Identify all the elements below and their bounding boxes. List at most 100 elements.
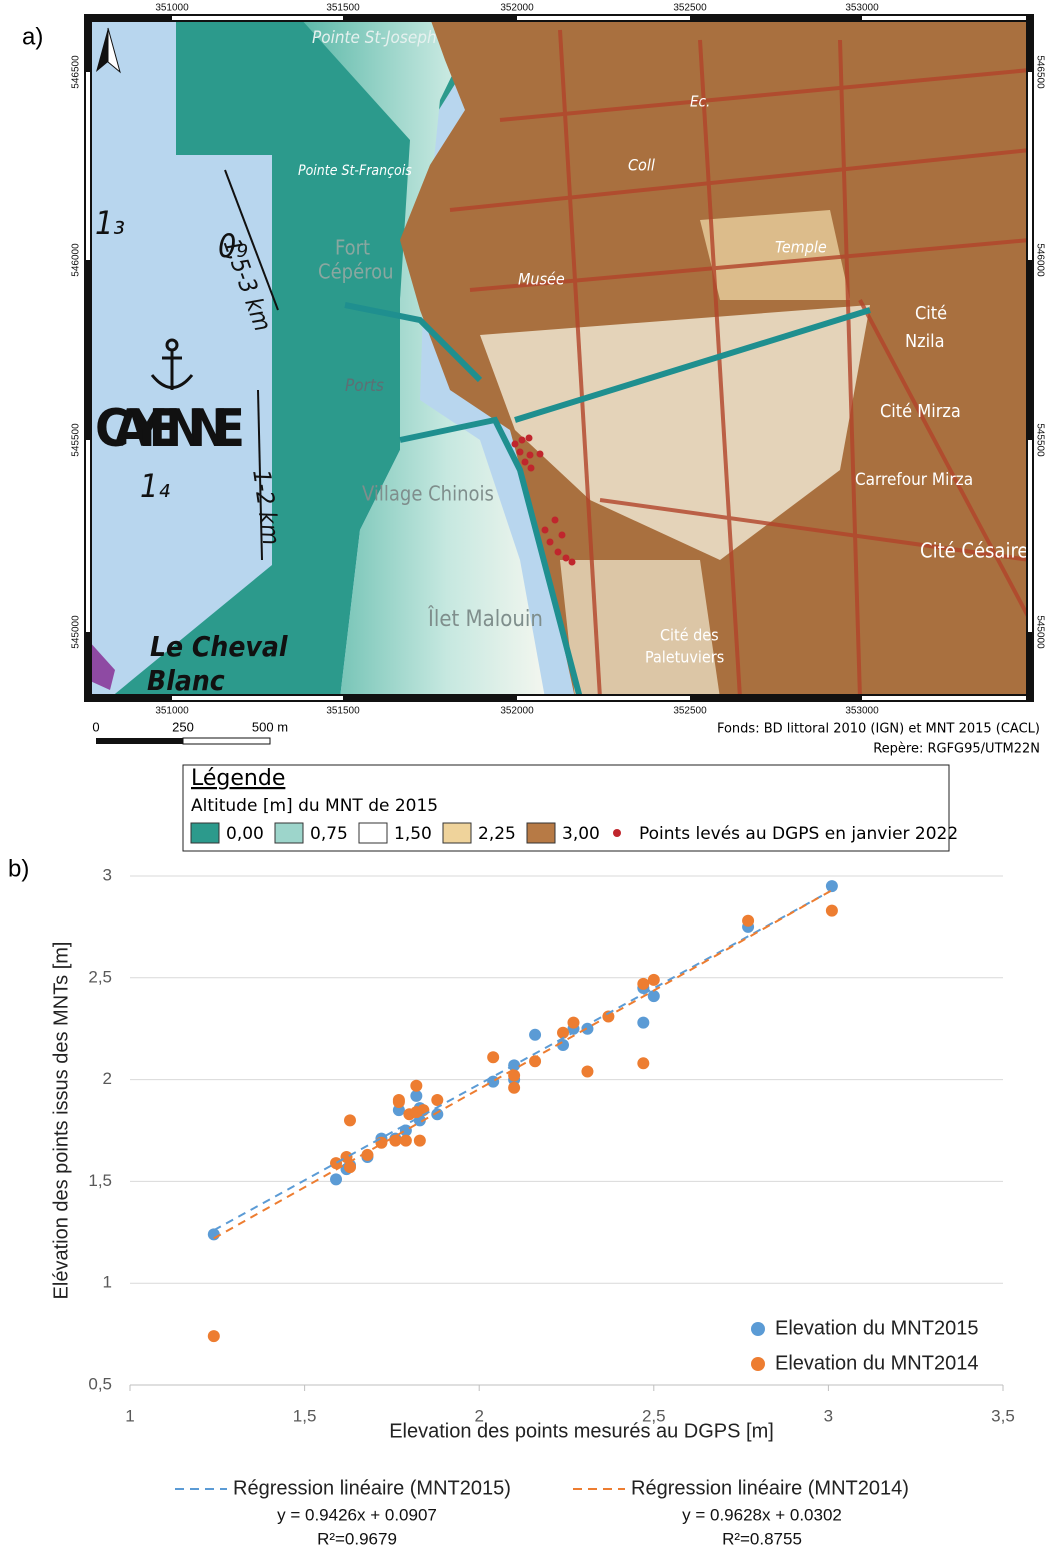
legend-label: 3,00	[562, 824, 600, 844]
x-tick-label: 3,5	[991, 1406, 1015, 1425]
map-label: Cité Césaire	[920, 539, 1028, 563]
point	[393, 1096, 405, 1108]
map-label: Carrefour Mirza	[855, 470, 973, 490]
map-y-tick: 545000	[71, 615, 82, 649]
panel-label: a)	[22, 23, 43, 50]
map-label: Le Cheval	[150, 630, 288, 663]
map-label: Pointe St-François	[298, 163, 412, 179]
map-label: 0₉	[218, 227, 248, 265]
legend-point	[613, 829, 621, 837]
scale-label: 250	[172, 719, 194, 734]
map-x-tick: 352500	[673, 3, 707, 14]
legend-title: Légende	[191, 766, 285, 791]
point	[330, 1173, 342, 1185]
x-tick-label: 3	[824, 1406, 833, 1425]
legend-swatch	[275, 823, 303, 843]
map-label: Fort	[335, 236, 370, 260]
legend-label: 2,25	[478, 824, 516, 844]
scatter-chart: 0,511,522,5311,522,533,5Elevation des po…	[50, 865, 1015, 1548]
point	[648, 990, 660, 1002]
regression-equation: y = 0.9628x + 0.0302	[682, 1505, 842, 1524]
map-x-tick: 353000	[845, 3, 879, 14]
legend-label: Points levés au DGPS en janvier 2022	[639, 824, 958, 844]
scale-bar	[96, 738, 270, 744]
point	[208, 1330, 220, 1342]
map-y-tick: 546500	[1034, 55, 1045, 89]
map-label: Temple	[775, 238, 827, 257]
scale-label: 0	[92, 719, 99, 734]
map-x-tick: 352000	[500, 3, 534, 14]
map-x-tick: 352000	[500, 706, 534, 717]
legend-label: Régression linéaire (MNT2015)	[233, 1477, 511, 1499]
map-x-tick: 351500	[326, 3, 360, 14]
legend-label: Régression linéaire (MNT2014)	[631, 1477, 909, 1499]
point	[389, 1135, 401, 1147]
map-label: Village Chinois	[362, 482, 494, 506]
legend-label: Elevation du MNT2015	[775, 1317, 978, 1339]
map-label: Cépérou	[318, 260, 394, 284]
page: a) b)	[0, 0, 1049, 1561]
y-tick-label: 0,5	[88, 1374, 112, 1393]
y-tick-label: 1,5	[88, 1171, 112, 1190]
map-label: Blanc	[147, 664, 225, 697]
map-label: Coll	[628, 156, 655, 175]
legend-label: Elevation du MNT2014	[775, 1352, 978, 1374]
point	[637, 1057, 649, 1069]
point	[567, 1017, 579, 1029]
point	[410, 1080, 422, 1092]
map-label: Musée	[518, 270, 565, 289]
point	[529, 1029, 541, 1041]
legend-swatch	[359, 823, 387, 843]
map-credit: Fonds: BD littoral 2010 (IGN) et MNT 201…	[717, 722, 1040, 737]
point	[637, 1017, 649, 1029]
regression-r2: R²=0.9679	[317, 1529, 397, 1548]
regression-line	[214, 890, 832, 1230]
map-y-tick: 546000	[71, 243, 82, 277]
point	[344, 1114, 356, 1126]
legend-label: 0,00	[226, 824, 264, 844]
x-tick-label: 1,5	[293, 1406, 317, 1425]
map-label: Paletuviers	[645, 648, 724, 667]
y-axis-title: Elévation des points issus des MNTs [m]	[50, 942, 72, 1300]
map-label: Ec.	[690, 93, 710, 111]
y-tick-label: 2,5	[88, 967, 112, 986]
map-label: Cité des	[660, 626, 719, 645]
regression-equation: y = 0.9426x + 0.0907	[277, 1505, 437, 1524]
point	[826, 905, 838, 917]
regression-r2: R²=0.8755	[722, 1529, 802, 1548]
map-credit: Repère: RGFG95/UTM22N	[873, 742, 1040, 757]
point	[508, 1082, 520, 1094]
map-y-tick: 545000	[1034, 615, 1045, 649]
map-label: Îlet Malouin	[427, 606, 543, 632]
map-label: 1₄	[140, 467, 170, 505]
legend-label: 0,75	[310, 824, 348, 844]
map-legend: Légende Altitude [m] du MNT de 2015 0,00…	[183, 765, 958, 851]
point	[637, 978, 649, 990]
y-tick-label: 3	[103, 865, 112, 884]
point	[400, 1135, 412, 1147]
legend-swatch	[527, 823, 555, 843]
figure: a) b)	[0, 0, 1049, 1561]
panel-label: b)	[8, 855, 29, 882]
x-axis-title: Elevation des points mesurés au DGPS [m]	[389, 1420, 774, 1442]
y-tick-label: 1	[103, 1273, 112, 1292]
map-x-tick: 351500	[326, 706, 360, 717]
legend-marker	[751, 1322, 765, 1336]
point	[414, 1135, 426, 1147]
map-y-tick: 545500	[71, 423, 82, 457]
point	[648, 974, 660, 986]
point	[742, 915, 754, 927]
map-label: CAYENNE	[95, 399, 245, 459]
map-x-tick: 351000	[155, 3, 189, 14]
scale-label: 500 m	[252, 719, 288, 734]
point	[487, 1051, 499, 1063]
map-y-tick: 546500	[71, 55, 82, 89]
y-tick-label: 2	[103, 1069, 112, 1088]
map-label: Nzila	[905, 331, 945, 352]
map-x-tick: 353000	[845, 706, 879, 717]
legend-swatch	[191, 823, 219, 843]
map-label: Cité	[915, 303, 947, 324]
map-x-tick: 351000	[155, 706, 189, 717]
legend-subtitle: Altitude [m] du MNT de 2015	[191, 796, 438, 816]
